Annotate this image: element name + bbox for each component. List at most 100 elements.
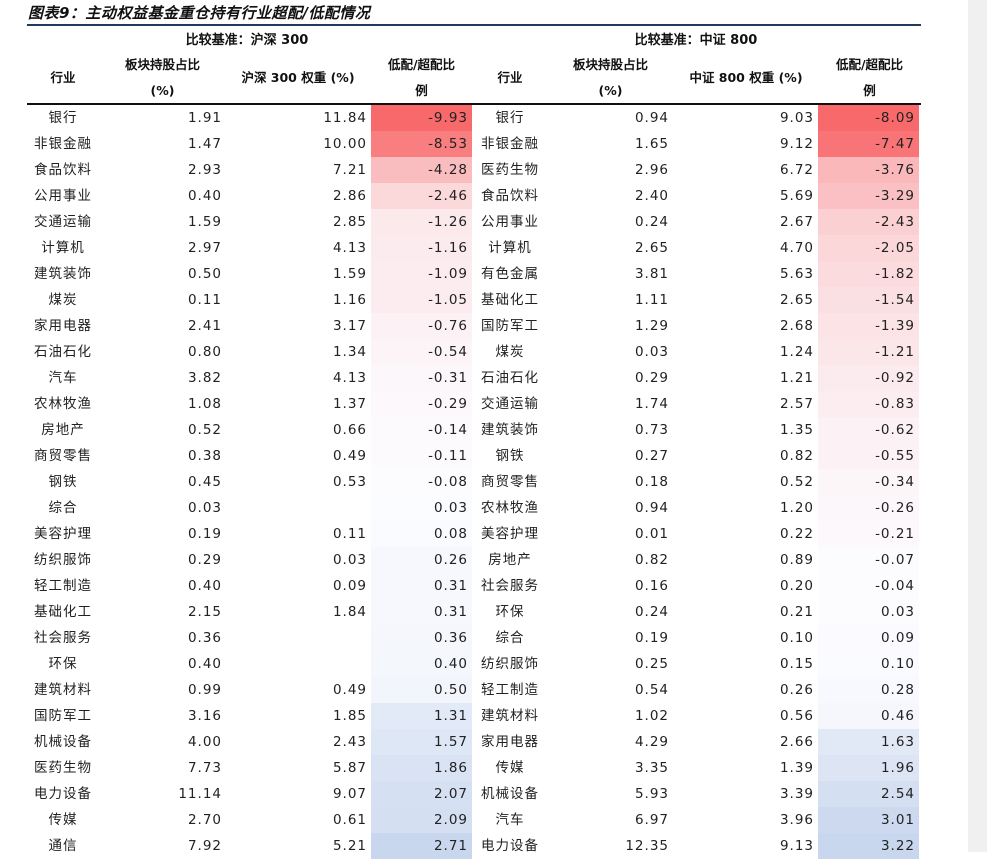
left-industry-cell: 综合 bbox=[48, 500, 78, 516]
right-weight-cell: 0.52 bbox=[779, 474, 814, 490]
left-diff-cell: -1.16 bbox=[371, 235, 472, 261]
right-diff-cell: 3.22 bbox=[818, 833, 919, 859]
table-row: 计算机 2.97 4.13 -1.16 计算机 2.65 4.70 -2.05 bbox=[27, 235, 921, 261]
left-diff-cell: -4.28 bbox=[371, 157, 472, 183]
right-industry-cell: 建筑材料 bbox=[481, 708, 539, 724]
left-industry-cell: 房地产 bbox=[41, 422, 85, 438]
left-diff-cell: 0.40 bbox=[371, 651, 472, 677]
left-industry-cell: 煤炭 bbox=[48, 292, 78, 308]
left-diff-cell: -9.93 bbox=[371, 105, 472, 131]
table-row: 公用事业 0.40 2.86 -2.46 食品饮料 2.40 5.69 -3.29 bbox=[27, 183, 921, 209]
right-industry-cell: 基础化工 bbox=[481, 292, 539, 308]
right-holding-cell: 0.24 bbox=[634, 604, 669, 620]
left-holding-cell: 2.97 bbox=[187, 240, 222, 256]
right-industry-cell: 公用事业 bbox=[481, 214, 539, 230]
left-header-diff-line2: 例 bbox=[415, 83, 428, 98]
left-weight-cell: 1.37 bbox=[332, 396, 367, 412]
right-weight-cell: 0.82 bbox=[779, 448, 814, 464]
right-industry-cell: 建筑装饰 bbox=[481, 422, 539, 438]
left-holding-cell: 0.50 bbox=[187, 266, 222, 282]
left-industry-cell: 计算机 bbox=[41, 240, 85, 256]
right-weight-cell: 0.10 bbox=[779, 630, 814, 646]
right-weight-cell: 6.72 bbox=[779, 162, 814, 178]
right-holding-cell: 0.16 bbox=[634, 578, 669, 594]
right-weight-cell: 0.20 bbox=[779, 578, 814, 594]
table-row: 银行 1.91 11.84 -9.93 银行 0.94 9.03 -8.09 bbox=[27, 105, 921, 131]
left-diff-cell: 0.36 bbox=[371, 625, 472, 651]
left-industry-cell: 非银金融 bbox=[34, 136, 92, 152]
table-row: 建筑材料 0.99 0.49 0.50 轻工制造 0.54 0.26 0.28 bbox=[27, 677, 921, 703]
left-diff-cell: 0.31 bbox=[371, 599, 472, 625]
left-industry-cell: 环保 bbox=[48, 656, 78, 672]
left-weight-cell: 2.85 bbox=[332, 214, 367, 230]
right-holding-cell: 0.94 bbox=[634, 500, 669, 516]
table-row: 国防军工 3.16 1.85 1.31 建筑材料 1.02 0.56 0.46 bbox=[27, 703, 921, 729]
left-industry-cell: 传媒 bbox=[48, 812, 78, 828]
right-diff-cell: -0.92 bbox=[818, 365, 919, 391]
left-weight-cell: 0.61 bbox=[332, 812, 367, 828]
right-weight-cell: 0.89 bbox=[779, 552, 814, 568]
left-weight-cell: 1.85 bbox=[332, 708, 367, 724]
right-holding-cell: 0.19 bbox=[634, 630, 669, 646]
left-industry-cell: 通信 bbox=[48, 838, 78, 854]
right-header-weight: 中证 800 权重 (%) bbox=[689, 70, 803, 85]
right-diff-cell: -7.47 bbox=[818, 131, 919, 157]
left-industry-cell: 社会服务 bbox=[34, 630, 92, 646]
right-holding-cell: 2.40 bbox=[634, 188, 669, 204]
table-row: 食品饮料 2.93 7.21 -4.28 医药生物 2.96 6.72 -3.76 bbox=[27, 157, 921, 183]
right-industry-cell: 煤炭 bbox=[495, 344, 525, 360]
right-weight-cell: 9.03 bbox=[779, 110, 814, 126]
left-weight-cell: 0.49 bbox=[332, 448, 367, 464]
right-diff-cell: -0.21 bbox=[818, 521, 919, 547]
left-diff-cell: 0.26 bbox=[371, 547, 472, 573]
right-holding-cell: 1.65 bbox=[634, 136, 669, 152]
right-industry-cell: 电力设备 bbox=[481, 838, 539, 854]
right-diff-cell: 1.96 bbox=[818, 755, 919, 781]
right-holding-cell: 1.74 bbox=[634, 396, 669, 412]
left-header-diff: 低配/超配比例 bbox=[371, 52, 472, 104]
right-weight-cell: 5.69 bbox=[779, 188, 814, 204]
right-diff-cell: 0.10 bbox=[818, 651, 919, 677]
right-industry-cell: 纺织服饰 bbox=[481, 656, 539, 672]
left-holding-cell: 2.70 bbox=[187, 812, 222, 828]
right-diff-cell: -0.55 bbox=[818, 443, 919, 469]
right-industry-cell: 家用电器 bbox=[481, 734, 539, 750]
right-holding-cell: 0.29 bbox=[634, 370, 669, 386]
right-holding-cell: 0.94 bbox=[634, 110, 669, 126]
left-industry-cell: 钢铁 bbox=[48, 474, 78, 490]
left-holding-cell: 0.03 bbox=[187, 500, 222, 516]
right-weight-cell: 0.21 bbox=[779, 604, 814, 620]
left-holding-cell: 0.11 bbox=[187, 292, 222, 308]
left-industry-cell: 商贸零售 bbox=[34, 448, 92, 464]
left-holding-cell: 0.40 bbox=[187, 188, 222, 204]
left-weight-cell: 5.21 bbox=[332, 838, 367, 854]
left-weight-cell: 4.13 bbox=[332, 240, 367, 256]
right-industry-cell: 汽车 bbox=[495, 812, 525, 828]
right-diff-cell: -3.76 bbox=[818, 157, 919, 183]
header-rule bbox=[27, 103, 921, 105]
table-row: 纺织服饰 0.29 0.03 0.26 房地产 0.82 0.89 -0.07 bbox=[27, 547, 921, 573]
table-row: 环保 0.40 0.40 纺织服饰 0.25 0.15 0.10 bbox=[27, 651, 921, 677]
scrollbar[interactable] bbox=[968, 0, 987, 852]
right-diff-cell: -3.29 bbox=[818, 183, 919, 209]
left-weight-cell: 0.03 bbox=[332, 552, 367, 568]
right-header-holding: 板块持股占比 (%) bbox=[548, 52, 673, 104]
left-industry-cell: 纺织服饰 bbox=[34, 552, 92, 568]
right-industry-cell: 商贸零售 bbox=[481, 474, 539, 490]
left-diff-cell: 2.09 bbox=[371, 807, 472, 833]
right-holding-cell: 0.25 bbox=[634, 656, 669, 672]
right-industry-cell: 有色金属 bbox=[481, 266, 539, 282]
left-holding-cell: 2.41 bbox=[187, 318, 222, 334]
left-holding-cell: 0.38 bbox=[187, 448, 222, 464]
left-industry-cell: 交通运输 bbox=[34, 214, 92, 230]
left-industry-cell: 医药生物 bbox=[34, 760, 92, 776]
right-header-diff: 低配/超配比例 bbox=[819, 52, 920, 104]
left-diff-cell: 2.07 bbox=[371, 781, 472, 807]
right-holding-cell: 12.35 bbox=[625, 838, 669, 854]
right-holding-cell: 5.93 bbox=[634, 786, 669, 802]
right-weight-cell: 5.63 bbox=[779, 266, 814, 282]
left-diff-cell: -0.29 bbox=[371, 391, 472, 417]
right-diff-cell: -2.43 bbox=[818, 209, 919, 235]
table-row: 建筑装饰 0.50 1.59 -1.09 有色金属 3.81 5.63 -1.82 bbox=[27, 261, 921, 287]
left-weight-cell: 0.11 bbox=[332, 526, 367, 542]
